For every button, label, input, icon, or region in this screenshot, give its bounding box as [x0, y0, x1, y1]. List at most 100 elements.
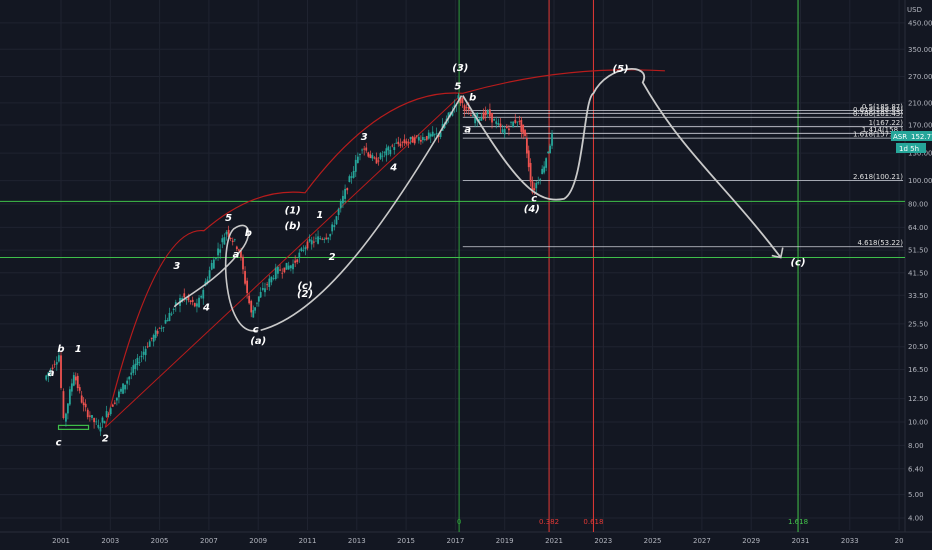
candle-body — [152, 335, 155, 342]
candle-body — [298, 252, 301, 258]
wave-label: a — [464, 125, 471, 136]
candle-body — [259, 292, 262, 298]
candle-body — [168, 312, 171, 322]
candle-body — [377, 160, 380, 162]
y-tick-label: 350.00 — [908, 46, 932, 54]
wave-label: 3 — [361, 132, 368, 143]
wave-label: a — [48, 368, 55, 379]
time-axis[interactable]: 2001 2003 2005 2007 2009 2011 2013 2015 2017 2019… — [52, 537, 903, 545]
wave-label: (3) — [452, 63, 468, 74]
x-tick-label: 2001 — [52, 537, 70, 545]
trend-lines — [57, 69, 665, 430]
candle-body — [317, 236, 319, 244]
candle-body — [187, 295, 190, 301]
y-tick-label: 12.50 — [908, 395, 928, 403]
y-tick-label: 25.50 — [908, 320, 928, 328]
candle-body — [365, 147, 368, 151]
x-tick-label: 2003 — [101, 537, 119, 545]
candle-body — [144, 348, 147, 356]
red-arc-channel — [104, 69, 665, 428]
candle-body — [308, 239, 311, 242]
candle-body — [409, 136, 412, 140]
projection-path — [462, 67, 782, 259]
candle-body — [403, 139, 406, 144]
last-price-text: 152.77 — [911, 133, 932, 141]
candle-body — [367, 152, 370, 157]
x-tick-label: 20 — [895, 537, 904, 545]
candle-body — [399, 143, 402, 147]
candle-body — [497, 123, 500, 125]
candle-body — [91, 415, 93, 418]
candle-body — [105, 411, 108, 417]
candle-body — [65, 413, 67, 422]
candle-body — [111, 404, 114, 407]
candle-body — [451, 111, 454, 116]
candle-body — [74, 376, 77, 381]
candle-body — [505, 126, 508, 129]
candle-body — [533, 188, 536, 191]
candle-body — [520, 119, 523, 132]
candle-body — [240, 250, 242, 258]
price-axis[interactable]: USD 575.00 450.00 350.00 270.00 210.00 170.00… — [907, 0, 932, 523]
candle-body — [484, 110, 487, 116]
candle-body — [431, 131, 434, 137]
fib-level-label: 1.618(157.51) — [853, 131, 903, 139]
candle-body — [223, 237, 226, 245]
vertical-marker-label: 0.382 — [539, 518, 559, 526]
candle-body — [196, 303, 198, 307]
wave-labels: b 1ac 2345bac(a)(1)(b)1(c)(2)234(3)5bac(4)… — [48, 63, 806, 449]
candle-body — [82, 402, 85, 406]
candle-body — [67, 403, 69, 414]
candle-body — [233, 239, 236, 241]
candle-body — [206, 279, 209, 283]
candle-body — [397, 141, 400, 145]
candle-body — [467, 107, 470, 110]
candle-body — [115, 397, 118, 401]
candle-body — [393, 147, 396, 151]
candle-body — [113, 402, 116, 404]
candle-body — [407, 141, 410, 143]
candle-body — [156, 330, 159, 334]
candle-body — [321, 238, 324, 240]
candle-body — [527, 150, 530, 168]
wave-label: (2) — [297, 289, 313, 300]
candle-body — [219, 249, 222, 253]
candle-body — [381, 155, 384, 157]
candle-body — [495, 121, 498, 124]
candle-body — [62, 391, 65, 419]
x-tick-label: 2015 — [397, 537, 415, 545]
candle-body — [551, 133, 553, 146]
candle-body — [88, 415, 91, 417]
wave-label: 5 — [225, 213, 232, 224]
candle-body — [413, 137, 416, 144]
candle-body — [304, 247, 307, 250]
candle-body — [120, 388, 122, 392]
candle-body — [543, 166, 546, 173]
candle-body — [99, 426, 102, 432]
candle-body — [522, 124, 525, 134]
y-tick-label: 210.00 — [908, 99, 932, 107]
candle-body — [158, 327, 161, 329]
candle-body — [472, 115, 474, 117]
candle-body — [476, 113, 479, 121]
candle-body — [435, 133, 438, 134]
candle-body — [146, 346, 149, 348]
wave-label: (c) — [297, 281, 312, 292]
wave-label: (5) — [613, 64, 629, 75]
wave-label: 4 — [202, 302, 210, 313]
candle-body — [516, 121, 519, 123]
candle-body — [379, 153, 382, 159]
candle-body — [401, 141, 404, 143]
candle-body — [335, 216, 338, 225]
candle-body — [363, 148, 366, 150]
wave-label: 2 — [329, 252, 336, 263]
wave-label: (b) — [285, 221, 301, 232]
candle-body — [118, 391, 120, 398]
candle-body — [231, 240, 234, 243]
candle-body — [531, 181, 534, 193]
candle-body — [136, 357, 139, 366]
x-tick-label: 2019 — [496, 537, 514, 545]
wave-label: 2 — [102, 434, 109, 445]
candle-body — [84, 403, 87, 408]
